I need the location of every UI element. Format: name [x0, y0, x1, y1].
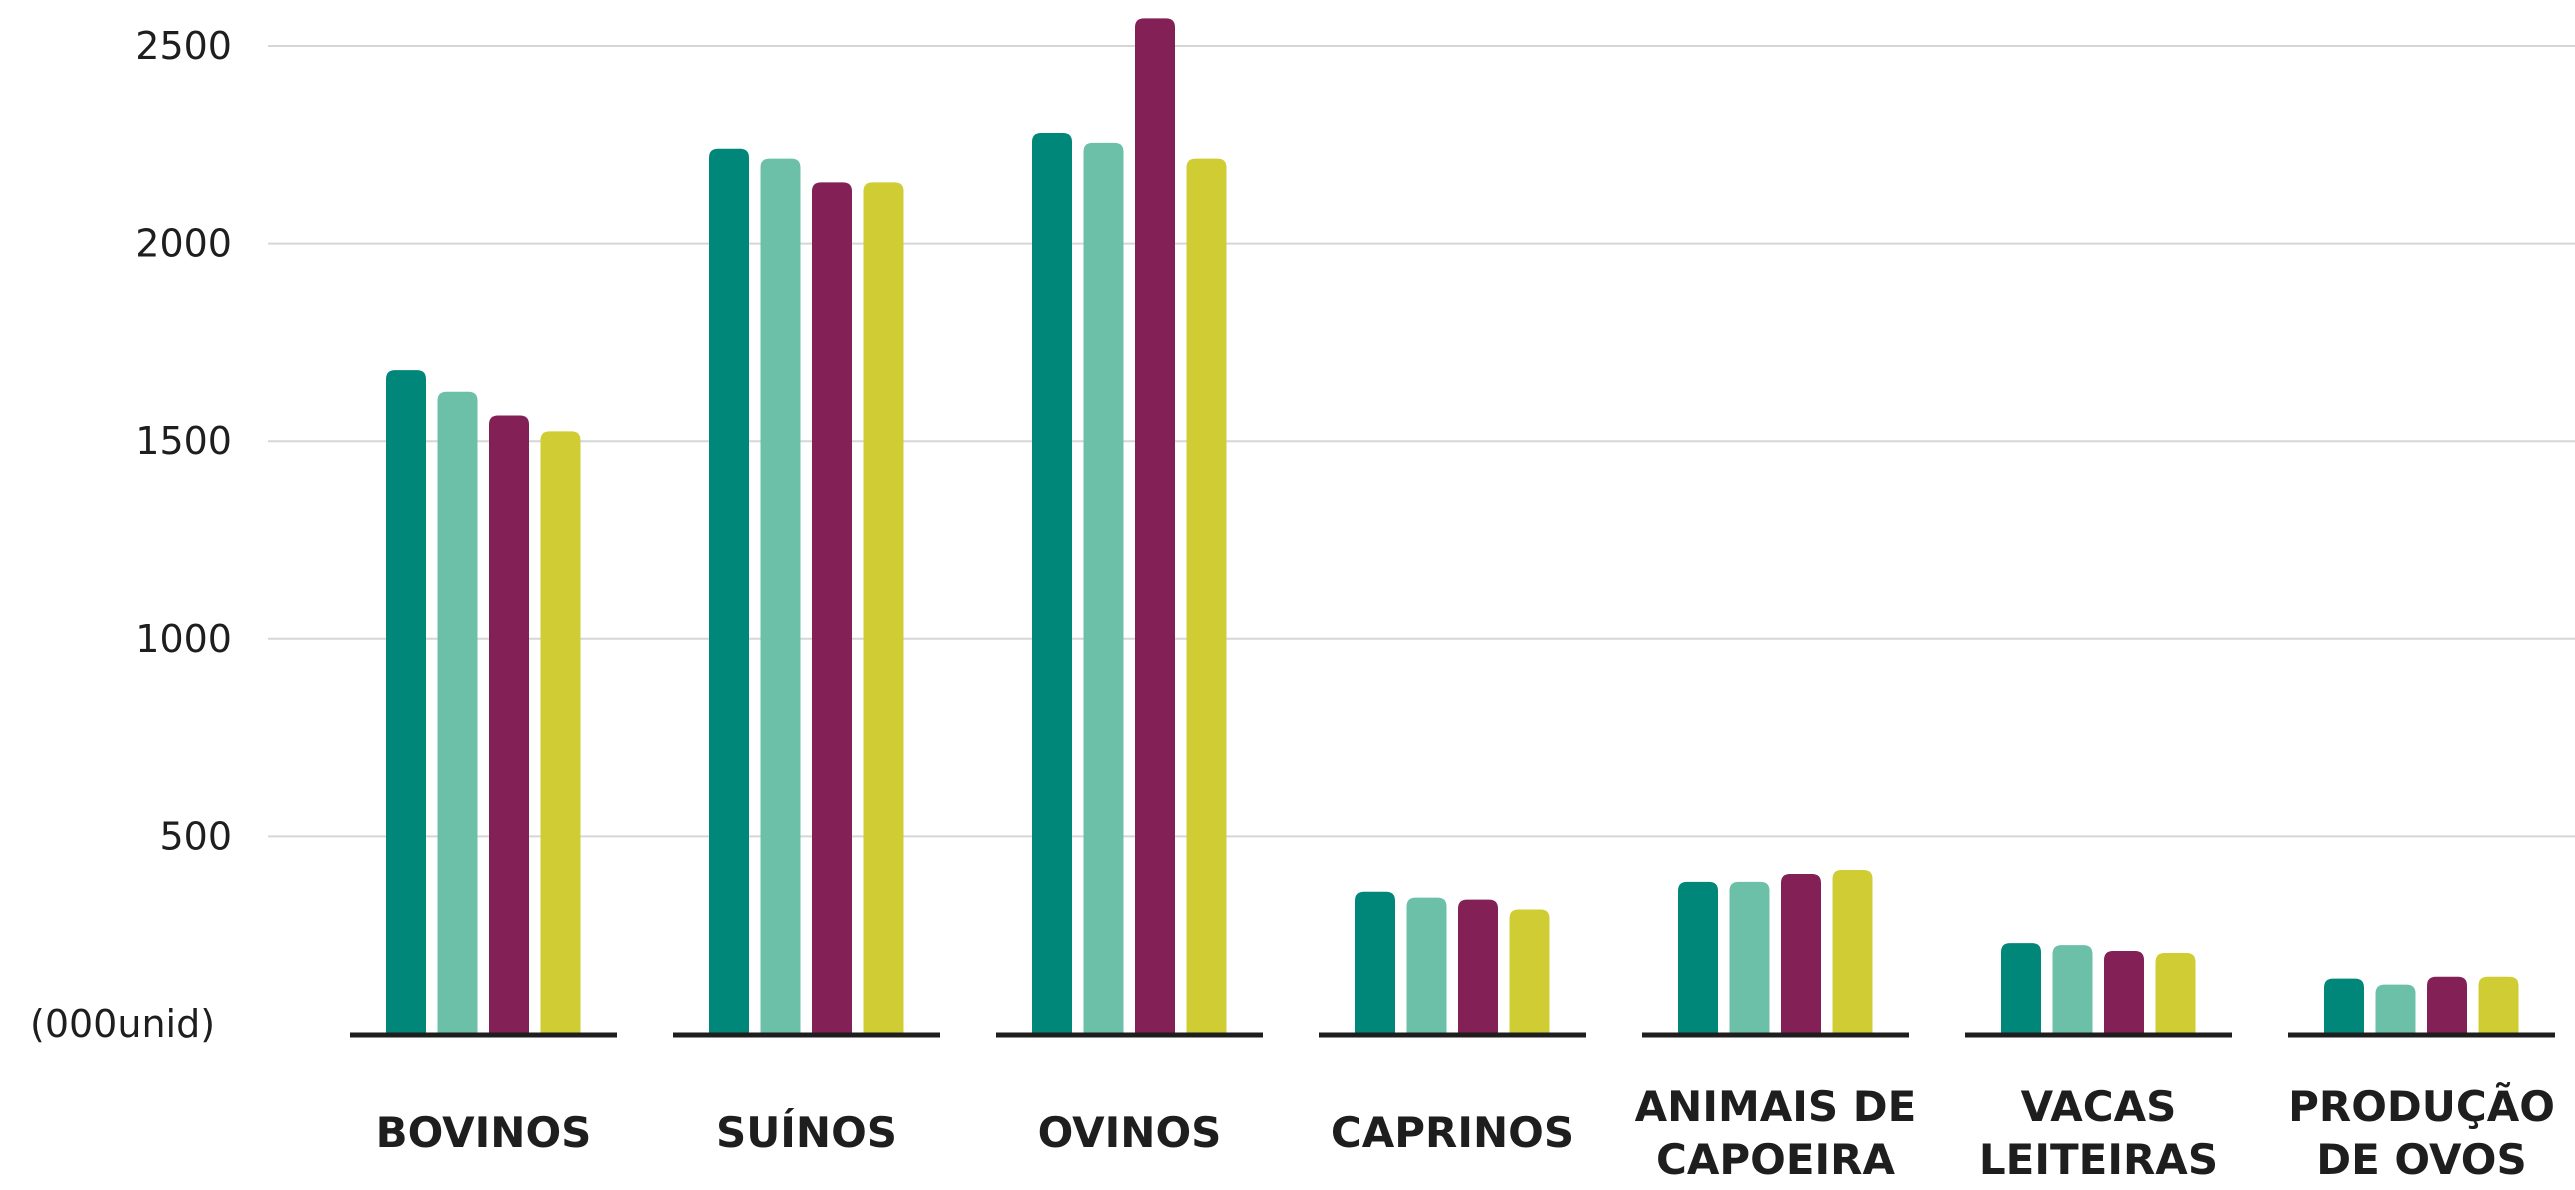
- x-category-label: OVINOS: [1038, 1108, 1222, 1157]
- bar: [1355, 891, 1395, 1034]
- x-category-label: ANIMAIS DE CAPOEIRA: [1635, 1082, 1917, 1184]
- y-tick-label: 2500: [135, 24, 232, 68]
- x-category-label: CAPRINOS: [1331, 1108, 1574, 1157]
- bar: [2001, 943, 2041, 1034]
- bar: [1509, 909, 1550, 1034]
- bars-layer: [386, 18, 2519, 1035]
- x-category-label: VACAS LEITEIRAS: [1979, 1082, 2218, 1184]
- y-tick-label: 1000: [135, 617, 232, 661]
- x-category-label-line: PRODUÇÃO: [2288, 1081, 2555, 1131]
- x-category-label-line: ANIMAIS DE: [1635, 1082, 1917, 1131]
- bar: [1186, 158, 1227, 1034]
- bar: [2427, 976, 2467, 1034]
- bar: [760, 158, 801, 1034]
- bar: [489, 415, 529, 1035]
- bar: [1678, 881, 1718, 1034]
- bar: [863, 182, 904, 1034]
- bar: [1781, 873, 1821, 1034]
- x-category-label: SUÍNOS: [716, 1107, 897, 1157]
- bar: [1832, 869, 1873, 1034]
- y-tick-label: 500: [159, 814, 232, 858]
- bar: [812, 182, 852, 1034]
- bar: [1135, 18, 1175, 1035]
- x-category-label-line: VACAS: [2021, 1082, 2177, 1131]
- bar: [1406, 897, 1447, 1034]
- bar: [1032, 132, 1072, 1035]
- y-tick-label: 1500: [135, 419, 232, 463]
- bar: [386, 370, 426, 1035]
- x-category-label: BOVINOS: [376, 1108, 592, 1157]
- labels-layer: BOVINOS SUÍNOS OVINOS CAPRINOS ANIMAIS DE CAP…: [376, 1081, 2555, 1184]
- bar: [2052, 945, 2093, 1034]
- bar: [540, 431, 581, 1034]
- bar: [1729, 881, 1770, 1034]
- grid-layer: 500 1000 1500 2000 2500: [135, 24, 2575, 858]
- bar: [1458, 899, 1498, 1034]
- bar: [709, 148, 749, 1034]
- x-category-label-line: LEITEIRAS: [1979, 1135, 2218, 1184]
- bar: [2104, 951, 2144, 1034]
- x-category-label-line: DE OVOS: [2316, 1135, 2526, 1184]
- y-axis-unit-label: (000unid): [30, 1002, 215, 1046]
- bar: [1083, 142, 1124, 1035]
- bar: [437, 391, 478, 1034]
- bar: [2478, 976, 2519, 1034]
- x-category-label-line: CAPOEIRA: [1656, 1135, 1895, 1184]
- bar: [2155, 952, 2196, 1034]
- x-category-label: PRODUÇÃO DE OVOS: [2288, 1081, 2555, 1184]
- y-tick-label: 2000: [135, 222, 232, 266]
- bar: [2375, 984, 2416, 1034]
- bar: [2324, 978, 2364, 1034]
